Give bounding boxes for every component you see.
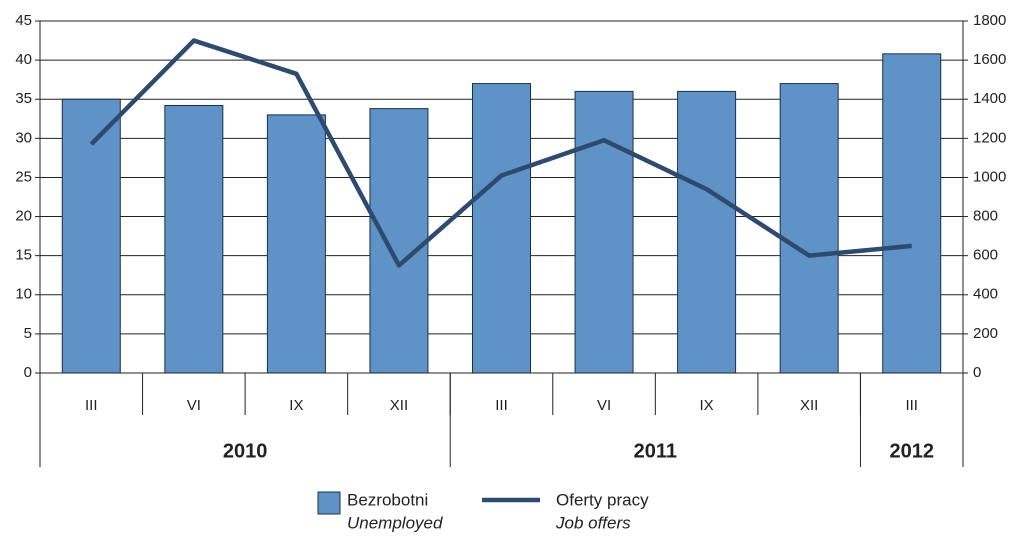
x-tick-label: VI <box>597 397 611 414</box>
x-tick-label: XII <box>390 397 408 414</box>
y2-tick-label: 1800 <box>973 12 1006 29</box>
bar <box>61 98 121 374</box>
y2-tick-label: 200 <box>973 325 998 342</box>
y2-tick-label: 800 <box>973 208 998 225</box>
legend-swatch <box>317 491 341 515</box>
x-tick-label: XII <box>800 397 818 414</box>
line <box>89 38 912 268</box>
y-tick-label: 35 <box>15 90 32 107</box>
bar <box>779 83 839 374</box>
x-tick-label: VI <box>187 397 201 414</box>
bar <box>472 83 531 374</box>
y2-tick-label: 1400 <box>973 90 1006 107</box>
x-tick-label: IX <box>700 397 714 414</box>
group-label: 2011 <box>634 440 677 462</box>
y2-tick-label: 400 <box>973 286 998 303</box>
bar <box>677 90 737 374</box>
y-tick-label: 10 <box>15 286 32 303</box>
y-tick-label: 25 <box>15 168 32 185</box>
group-label: 2012 <box>889 440 934 462</box>
x-tick-label: III <box>85 397 98 414</box>
y-tick-label: 0 <box>24 364 32 381</box>
legend-label-en: Unemployed <box>347 513 443 532</box>
y-tick-label: 20 <box>15 208 32 225</box>
bar <box>574 90 634 374</box>
bar <box>369 108 429 374</box>
y2-tick-label: 600 <box>973 247 998 264</box>
y2-tick-label: 1600 <box>973 51 1006 68</box>
y-tick-label: 15 <box>15 247 32 264</box>
group-label: 2010 <box>223 440 268 462</box>
y-tick-label: 40 <box>15 51 32 68</box>
legend-label: Bezrobotni <box>347 490 428 509</box>
bar <box>164 104 224 374</box>
y-tick-label: 5 <box>24 325 32 342</box>
legend-label: Oferty pracy <box>556 490 649 509</box>
y2-tick-label: 1200 <box>973 129 1006 146</box>
x-tick-label: III <box>905 397 918 414</box>
x-tick-label: IX <box>289 397 303 414</box>
y-tick-label: 45 <box>15 12 32 29</box>
y-tick-label: 30 <box>15 129 32 146</box>
legend-label-en: Job offers <box>555 513 631 532</box>
bar <box>266 114 326 374</box>
y2-tick-label: 0 <box>973 364 981 381</box>
x-tick-label: III <box>495 397 508 414</box>
y2-tick-label: 1000 <box>973 168 1006 185</box>
bar <box>882 53 942 374</box>
